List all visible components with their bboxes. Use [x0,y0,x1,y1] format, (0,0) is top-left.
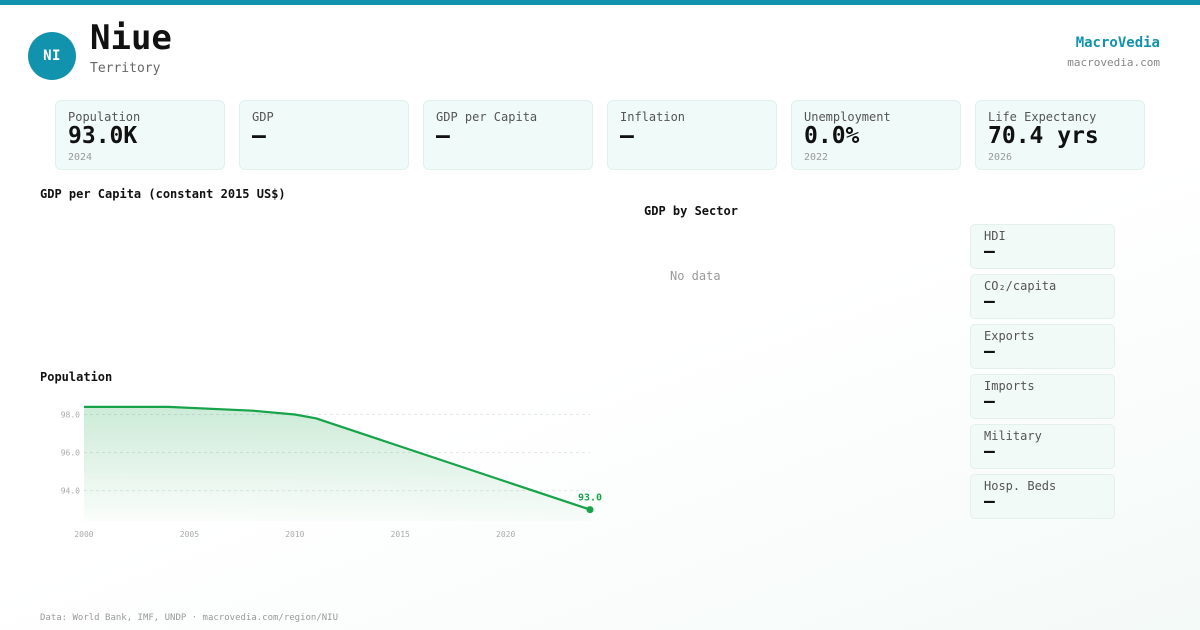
kpi-label: Life Expectancy [988,110,1097,124]
brand-name[interactable]: MacroVedia [1075,35,1160,51]
side-metric-label: HDI [984,229,1006,243]
gdp-by-sector-title: GDP by Sector [644,204,738,218]
side-metric-label: Exports [984,329,1035,343]
kpi-label: Unemployment [804,110,891,124]
region-avatar: NI [28,32,76,80]
side-metric-label: CO₂/capita [984,279,1057,293]
kpi-label: GDP [252,110,274,124]
side-metric-value: — [984,391,995,412]
side-metric-co2: CO₂/capita — [970,274,1115,319]
side-metric-military: Military — [970,424,1115,469]
kpi-card-unemployment: Unemployment 0.0% 2022 [791,100,961,170]
side-metric-exports: Exports — [970,324,1115,369]
side-metric-label: Imports [984,379,1035,393]
data-point [586,506,594,514]
population-area [84,406,590,521]
kpi-label: Population [68,110,141,124]
kpi-value: 0.0% [804,123,860,149]
y-tick-label: 98.0 [61,411,80,420]
top-accent-bar [0,0,1200,5]
kpi-value: — [620,123,634,149]
y-tick-label: 94.0 [61,487,80,496]
gdp-by-sector-empty: No data [670,269,721,283]
footer-source: Data: World Bank, IMF, UNDP · macrovedia… [40,613,339,623]
gdp-per-capita-title: GDP per Capita (constant 2015 US$) [40,187,286,201]
population-chart: 94.0 96.0 98.0 2000 2005 2010 2015 2020 93.0 [61,405,602,539]
kpi-value: — [252,123,266,149]
kpi-year: 2026 [988,152,1013,163]
side-metric-value: — [984,291,995,312]
region-type: Territory [90,61,161,76]
kpi-value: 93.0K [68,123,138,149]
x-tick-label: 2005 [180,530,199,539]
x-tick-label: 2010 [285,530,304,539]
x-tick-label: 2020 [496,530,515,539]
kpi-card-gdp-per-capita: GDP per Capita — [423,100,593,170]
side-metric-value: — [984,241,995,262]
population-title: Population [40,370,113,384]
side-metric-hospital-beds: Hosp. Beds — [970,474,1115,519]
kpi-card-inflation: Inflation — [607,100,777,170]
kpi-value: — [436,123,450,149]
region-name: Niue [90,18,172,58]
x-tick-label: 2015 [391,530,410,539]
side-metric-hdi: HDI — [970,224,1115,269]
side-metric-value: — [984,341,995,362]
side-metric-imports: Imports — [970,374,1115,419]
y-tick-label: 96.0 [61,449,80,458]
side-metric-value: — [984,491,995,512]
population-line [84,405,591,511]
kpi-card-gdp: GDP — [239,100,409,170]
kpi-year: 2024 [68,152,93,163]
side-metric-label: Hosp. Beds [984,479,1057,493]
kpi-value: 70.4 yrs [988,123,1099,149]
kpi-year: 2022 [804,152,829,163]
kpi-card-population: Population 93.0K 2024 [55,100,225,170]
side-metric-value: — [984,441,995,462]
kpi-label: Inflation [620,110,686,124]
end-value-label: 93.0 [578,493,602,504]
side-metric-label: Military [984,429,1042,443]
kpi-label: GDP per Capita [436,110,538,124]
x-tick-label: 2000 [74,530,93,539]
kpi-card-life-expectancy: Life Expectancy 70.4 yrs 2026 [975,100,1145,170]
brand-url[interactable]: macrovedia.com [1067,56,1160,69]
